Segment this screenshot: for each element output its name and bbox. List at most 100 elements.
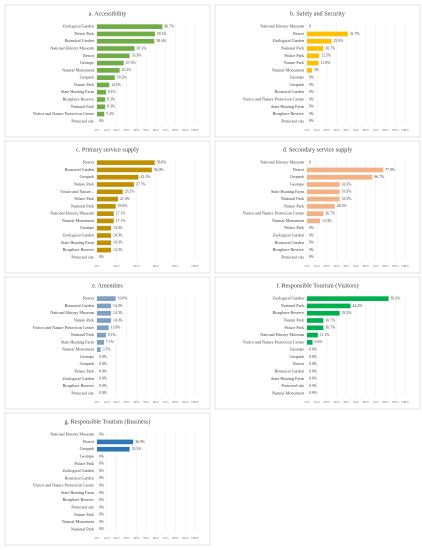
x-tick-label: 20% (113, 536, 119, 540)
value-label: 16.7% (325, 318, 336, 322)
category-label: National Park (71, 203, 95, 208)
value-label: 17.1% (116, 212, 127, 216)
category-label: Geopark (80, 174, 95, 179)
category-label: Visitor and Nature Protection Center (33, 111, 95, 116)
category-label: National History Museum (50, 432, 94, 437)
value-label: 66.7% (164, 25, 175, 29)
value-label: 0% (99, 513, 105, 517)
x-tick-label: 100% (191, 536, 199, 540)
category-label: Visitor and Nature Protection Center (243, 96, 305, 101)
value-label: 0.0% (309, 391, 318, 395)
category-label: National Park (71, 104, 95, 109)
category-label: Geotope (290, 75, 304, 80)
value-label: 44.4% (353, 304, 364, 308)
panel (214, 4, 421, 138)
x-tick-label: 40% (133, 400, 139, 404)
category-label: National History Museum (260, 24, 304, 29)
x-tick-label: 80% (382, 400, 388, 404)
value-label: 21.4% (120, 197, 131, 201)
bar (97, 240, 112, 246)
value-label: 33.3% (132, 447, 143, 451)
value-label: 0% (309, 105, 315, 109)
value-label: 42.3% (140, 175, 151, 179)
bar (307, 53, 320, 59)
category-label: State Hunting Farm (271, 104, 305, 109)
bar (97, 167, 152, 173)
bar (97, 24, 163, 29)
bar (97, 325, 109, 331)
value-label: 9.1% (108, 90, 117, 94)
bar (97, 182, 134, 187)
value-label: 0% (99, 527, 105, 531)
bar (307, 167, 384, 173)
category-label: National History Museum (50, 45, 94, 50)
category-label: Visitor and Nature Protection Center (243, 211, 305, 216)
value-label: 13.3% (322, 219, 333, 223)
x-tick-label: 0% (305, 128, 310, 132)
x-tick-label: 50% (143, 536, 149, 540)
x-tick-label: 80% (172, 264, 178, 268)
x-tick-label: 10% (104, 400, 110, 404)
bar (97, 196, 118, 202)
value-label: 0% (99, 491, 105, 495)
x-tick-label: 20% (323, 128, 329, 132)
bar (307, 60, 319, 66)
value-label: 12.5% (111, 83, 122, 87)
category-label: Resort (83, 160, 95, 165)
value-label: 0% (99, 520, 105, 524)
value-label: 19.0% (118, 204, 129, 208)
category-label: Biosphere Reserve (62, 497, 94, 502)
value-label: 33.3% (342, 311, 353, 315)
category-label: Palace Park (74, 368, 95, 373)
x-tick-label: 60% (153, 128, 159, 132)
x-tick-label: 0% (95, 536, 100, 540)
value-label: 14.3% (113, 248, 124, 252)
category-label: Nature Park (74, 512, 95, 517)
x-tick-label: 70% (162, 128, 168, 132)
bar (97, 68, 120, 73)
category-label: Resort (83, 53, 95, 58)
value-label: 16.7% (325, 326, 336, 330)
category-label: Biosphere Reserve (62, 247, 94, 252)
category-label: Geotope (290, 181, 304, 186)
category-label: Resort (293, 361, 305, 366)
bar (97, 104, 106, 110)
value-label: 0% (99, 119, 105, 123)
x-tick-label: 50% (353, 264, 359, 268)
value-label: 58.4% (156, 39, 167, 43)
bar (97, 318, 112, 323)
value-label: 27.3% (126, 61, 137, 65)
category-label: National History Museum (260, 332, 304, 337)
category-label: Natural Monument (62, 218, 95, 223)
value-label: 0 (309, 161, 311, 165)
bar (97, 347, 101, 352)
x-tick-label: 50% (353, 128, 359, 132)
bar (97, 332, 106, 338)
bar (307, 196, 340, 202)
value-label: 14.3% (113, 318, 124, 322)
x-tick-label: 10% (104, 128, 110, 132)
category-label: Palace Park (74, 31, 95, 36)
bar (307, 31, 348, 37)
x-tick-label: 70% (162, 400, 168, 404)
value-label: 0% (309, 97, 315, 101)
value-label: 7.4% (106, 112, 115, 116)
category-label: Botanical Garden (275, 89, 305, 94)
x-tick-label: 30% (333, 400, 339, 404)
category-label: Nature Park (284, 203, 305, 208)
bar (97, 340, 104, 345)
category-label: Protected site (71, 254, 94, 259)
value-label: 25.0% (334, 39, 345, 43)
value-label: 0.0% (99, 377, 108, 381)
category-label: State Hunting Farm (61, 490, 95, 495)
category-label: Visitor and Nature Protection Center (33, 483, 95, 488)
value-label: 0% (99, 505, 105, 509)
category-label: Zoological Garden (272, 232, 304, 237)
value-label: 7.1% (106, 340, 115, 344)
category-label: Zoological Garden (62, 468, 94, 473)
value-label: 0% (99, 484, 105, 488)
x-tick-label: 90% (182, 400, 188, 404)
x-tick-label: 40% (343, 264, 349, 268)
x-tick-label: 80% (172, 536, 178, 540)
value-label: 77.8% (385, 168, 396, 172)
